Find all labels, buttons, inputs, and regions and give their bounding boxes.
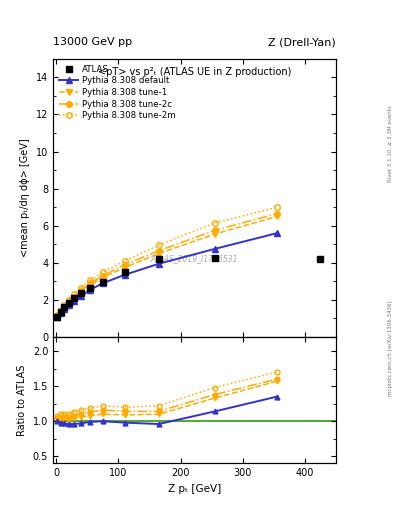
Line: Pythia 8.308 default: Pythia 8.308 default: [55, 230, 280, 321]
Pythia 8.308 default: [156, 261, 161, 267]
Text: ATLAS_2019_I1736531: ATLAS_2019_I1736531: [151, 254, 238, 264]
Pythia 8.308 tune-2m: [101, 269, 105, 275]
Pythia 8.308 tune-2c: [58, 308, 63, 314]
Pythia 8.308 tune-2m: [156, 242, 161, 248]
Pythia 8.308 tune-1: [101, 274, 105, 281]
Pythia 8.308 tune-2c: [71, 294, 76, 300]
Pythia 8.308 tune-1: [275, 214, 279, 220]
ATLAS: [79, 290, 83, 296]
Pythia 8.308 tune-1: [66, 300, 71, 306]
ATLAS: [66, 300, 71, 306]
Pythia 8.308 default: [71, 298, 76, 304]
Text: mcplots.cern.ch [arXiv:1306.3436]: mcplots.cern.ch [arXiv:1306.3436]: [388, 301, 393, 396]
Pythia 8.308 tune-2c: [55, 313, 60, 319]
ATLAS: [101, 279, 105, 285]
Line: Pythia 8.308 tune-1: Pythia 8.308 tune-1: [55, 214, 280, 319]
Pythia 8.308 tune-2m: [71, 291, 76, 297]
Pythia 8.308 default: [275, 230, 279, 236]
Pythia 8.308 tune-2c: [275, 210, 279, 217]
ATLAS: [122, 269, 127, 275]
Line: Pythia 8.308 tune-2c: Pythia 8.308 tune-2c: [55, 211, 280, 319]
Pythia 8.308 tune-2c: [212, 227, 217, 233]
Text: 13000 GeV pp: 13000 GeV pp: [53, 37, 132, 47]
ATLAS: [318, 256, 323, 262]
Pythia 8.308 default: [79, 293, 83, 299]
Y-axis label: Ratio to ATLAS: Ratio to ATLAS: [17, 365, 27, 436]
X-axis label: Z pₜ [GeV]: Z pₜ [GeV]: [168, 484, 221, 494]
Pythia 8.308 tune-1: [79, 289, 83, 295]
Pythia 8.308 tune-2m: [62, 302, 66, 308]
Text: Z (Drell-Yan): Z (Drell-Yan): [268, 37, 336, 47]
Pythia 8.308 default: [122, 272, 127, 278]
Pythia 8.308 tune-1: [156, 250, 161, 257]
Pythia 8.308 tune-2m: [88, 278, 93, 284]
Pythia 8.308 default: [66, 302, 71, 308]
Pythia 8.308 tune-2c: [66, 298, 71, 305]
Pythia 8.308 tune-2c: [156, 248, 161, 254]
Pythia 8.308 tune-2m: [66, 297, 71, 303]
Pythia 8.308 default: [62, 306, 66, 312]
Pythia 8.308 tune-2c: [101, 273, 105, 279]
ATLAS: [156, 256, 161, 262]
Pythia 8.308 tune-1: [122, 264, 127, 270]
Line: Pythia 8.308 tune-2m: Pythia 8.308 tune-2m: [55, 204, 280, 318]
Pythia 8.308 tune-2m: [55, 312, 60, 318]
Pythia 8.308 tune-2c: [88, 280, 93, 286]
Pythia 8.308 tune-2m: [79, 285, 83, 291]
Pythia 8.308 tune-1: [212, 231, 217, 237]
Text: <pT> vs p²ₜ (ATLAS UE in Z production): <pT> vs p²ₜ (ATLAS UE in Z production): [98, 67, 291, 77]
ATLAS: [62, 304, 66, 310]
Text: Rivet 3.1.10, ≥ 3.3M events: Rivet 3.1.10, ≥ 3.3M events: [388, 105, 393, 182]
Pythia 8.308 tune-2m: [212, 220, 217, 226]
Pythia 8.308 tune-2c: [122, 262, 127, 268]
Line: ATLAS: ATLAS: [54, 255, 323, 319]
ATLAS: [212, 255, 217, 261]
ATLAS: [58, 309, 63, 315]
Pythia 8.308 tune-2c: [79, 288, 83, 294]
ATLAS: [55, 313, 60, 319]
Legend: ATLAS, Pythia 8.308 default, Pythia 8.308 tune-1, Pythia 8.308 tune-2c, Pythia 8: ATLAS, Pythia 8.308 default, Pythia 8.30…: [57, 63, 178, 122]
ATLAS: [88, 285, 93, 291]
Pythia 8.308 tune-1: [55, 313, 60, 319]
Pythia 8.308 tune-1: [71, 295, 76, 301]
Pythia 8.308 tune-2m: [275, 204, 279, 210]
ATLAS: [71, 295, 76, 301]
Pythia 8.308 tune-1: [88, 282, 93, 288]
Pythia 8.308 default: [88, 287, 93, 293]
Pythia 8.308 tune-2c: [62, 304, 66, 310]
Pythia 8.308 tune-2m: [58, 307, 63, 313]
Pythia 8.308 default: [55, 314, 60, 321]
Pythia 8.308 default: [101, 280, 105, 286]
Pythia 8.308 default: [58, 310, 63, 316]
Pythia 8.308 tune-2m: [122, 258, 127, 264]
Pythia 8.308 tune-1: [58, 309, 63, 315]
Pythia 8.308 default: [212, 246, 217, 252]
Pythia 8.308 tune-1: [62, 304, 66, 310]
Y-axis label: <mean pₜ/dη dϕ> [GeV]: <mean pₜ/dη dϕ> [GeV]: [20, 139, 30, 258]
